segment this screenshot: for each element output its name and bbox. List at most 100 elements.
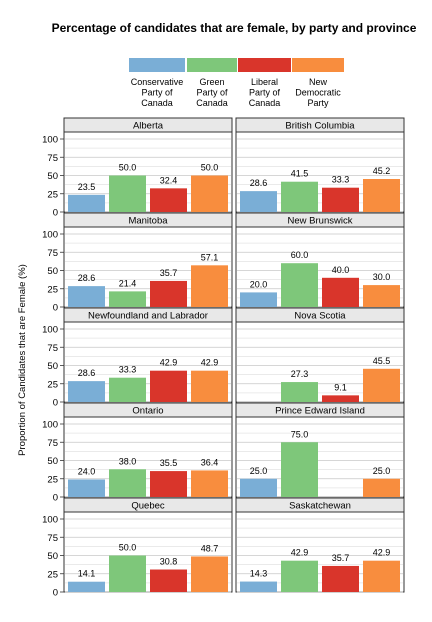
data-label: 45.5: [373, 356, 391, 366]
y-tick-label: 100: [42, 325, 58, 336]
y-tick-label: 25: [47, 379, 58, 390]
bar: [150, 569, 187, 592]
legend-label: Green Party of Canada: [196, 77, 228, 108]
y-tick-label: 50: [47, 361, 58, 372]
data-label: 35.7: [160, 268, 178, 278]
bar: [191, 556, 228, 592]
y-tick-label: 100: [42, 230, 58, 241]
panels: Alberta 0 25 50 75 100 23.5 50.0 32.4 50.0 British…: [42, 117, 405, 599]
legend-label: Conservative Party of Canada: [131, 77, 184, 108]
data-label: 40.0: [332, 265, 350, 275]
facet-panel: New Brunswick 20.0 60.0 40.0 30.0: [235, 212, 405, 308]
facet-title: Newfoundland and Labrador: [88, 311, 208, 322]
data-label: 60.0: [291, 250, 309, 260]
data-label: 28.6: [78, 368, 96, 378]
y-tick-label: 50: [47, 266, 58, 277]
data-label: 42.9: [160, 358, 178, 368]
data-label: 48.7: [201, 543, 219, 553]
bar: [68, 581, 105, 592]
legend-swatch: [129, 58, 185, 72]
data-label: 27.3: [291, 369, 309, 379]
data-label: 30.0: [373, 272, 391, 282]
y-tick-label: 25: [47, 569, 58, 580]
facet-panel: Saskatchewan 14.3 42.9 35.7 42.9: [235, 497, 405, 593]
y-tick-label: 50: [47, 456, 58, 467]
data-label: 30.8: [160, 557, 178, 567]
facet-panel: Alberta 0 25 50 75 100 23.5 50.0 32.4 50.0: [42, 117, 233, 219]
bar: [363, 368, 400, 402]
bar: [363, 478, 400, 497]
data-label: 33.3: [119, 365, 137, 375]
facet-panel: Ontario 0 25 50 75 100 24.0 38.0 35.5 36.4: [42, 402, 233, 504]
y-tick-label: 75: [47, 533, 58, 544]
bar: [363, 285, 400, 307]
y-tick-label: 25: [47, 474, 58, 485]
bar: [363, 560, 400, 592]
facet-title: Ontario: [132, 406, 163, 417]
data-label: 45.2: [373, 166, 391, 176]
facet-panel: Manitoba 0 25 50 75 100 28.6 21.4 35.7 57.1: [42, 212, 233, 314]
data-label: 42.9: [291, 548, 309, 558]
data-label: 23.5: [78, 182, 96, 192]
data-label: 14.1: [78, 569, 96, 579]
facet-title: New Brunswick: [288, 216, 353, 227]
bar: [150, 370, 187, 402]
facet-title: Prince Edward Island: [275, 406, 365, 417]
y-tick-label: 0: [53, 303, 58, 314]
facet-panel: British Columbia 28.6 41.5 33.3 45.2: [235, 117, 405, 213]
y-tick-label: 0: [53, 588, 58, 599]
bar: [322, 565, 359, 592]
y-tick-label: 50: [47, 551, 58, 562]
chart-title: Percentage of candidates that are female…: [52, 21, 417, 35]
y-tick-label: 25: [47, 189, 58, 200]
facet-title: Alberta: [133, 121, 164, 132]
bar: [240, 478, 277, 497]
bar: [191, 470, 228, 497]
bar: [68, 479, 105, 497]
y-tick-label: 75: [47, 438, 58, 449]
facet-title: Manitoba: [128, 216, 168, 227]
bar: [191, 265, 228, 307]
data-label: 42.9: [373, 548, 391, 558]
data-label: 41.5: [291, 169, 309, 179]
y-tick-label: 100: [42, 420, 58, 431]
facet-panel: Nova Scotia 27.3 9.1 45.5: [235, 307, 405, 403]
bar: [240, 292, 277, 307]
bar: [240, 191, 277, 212]
bar: [191, 175, 228, 212]
data-label: 25.0: [373, 466, 391, 476]
data-label: 50.0: [119, 163, 137, 173]
bar: [281, 442, 318, 497]
facet-title: Quebec: [131, 501, 165, 512]
bar: [363, 179, 400, 212]
data-label: 57.1: [201, 252, 219, 262]
legend: Conservative Party of Canada Green Party of C…: [129, 58, 344, 108]
y-tick-label: 75: [47, 343, 58, 354]
facet-title: British Columbia: [285, 121, 355, 132]
data-label: 25.0: [250, 466, 268, 476]
bar: [68, 286, 105, 307]
legend-label: Liberal Party of Canada: [249, 77, 281, 108]
bar: [191, 370, 228, 402]
legend-swatch: [292, 58, 344, 72]
data-label: 28.6: [250, 178, 268, 188]
data-label: 32.4: [160, 175, 178, 185]
data-label: 75.0: [291, 429, 309, 439]
data-label: 36.4: [201, 457, 219, 467]
bar: [68, 381, 105, 402]
data-label: 50.0: [119, 543, 137, 553]
y-tick-label: 50: [47, 171, 58, 182]
data-label: 20.0: [250, 279, 268, 289]
legend-swatch: [187, 58, 237, 72]
legend-swatch: [238, 58, 291, 72]
data-label: 14.3: [250, 569, 268, 579]
data-label: 38.0: [119, 456, 137, 466]
bar: [281, 263, 318, 307]
bar: [109, 555, 146, 592]
facet-title: Nova Scotia: [294, 311, 346, 322]
facet-title: Saskatchewan: [289, 501, 351, 512]
bar: [150, 280, 187, 307]
bar: [68, 194, 105, 212]
bar: [322, 395, 359, 402]
y-tick-label: 25: [47, 284, 58, 295]
